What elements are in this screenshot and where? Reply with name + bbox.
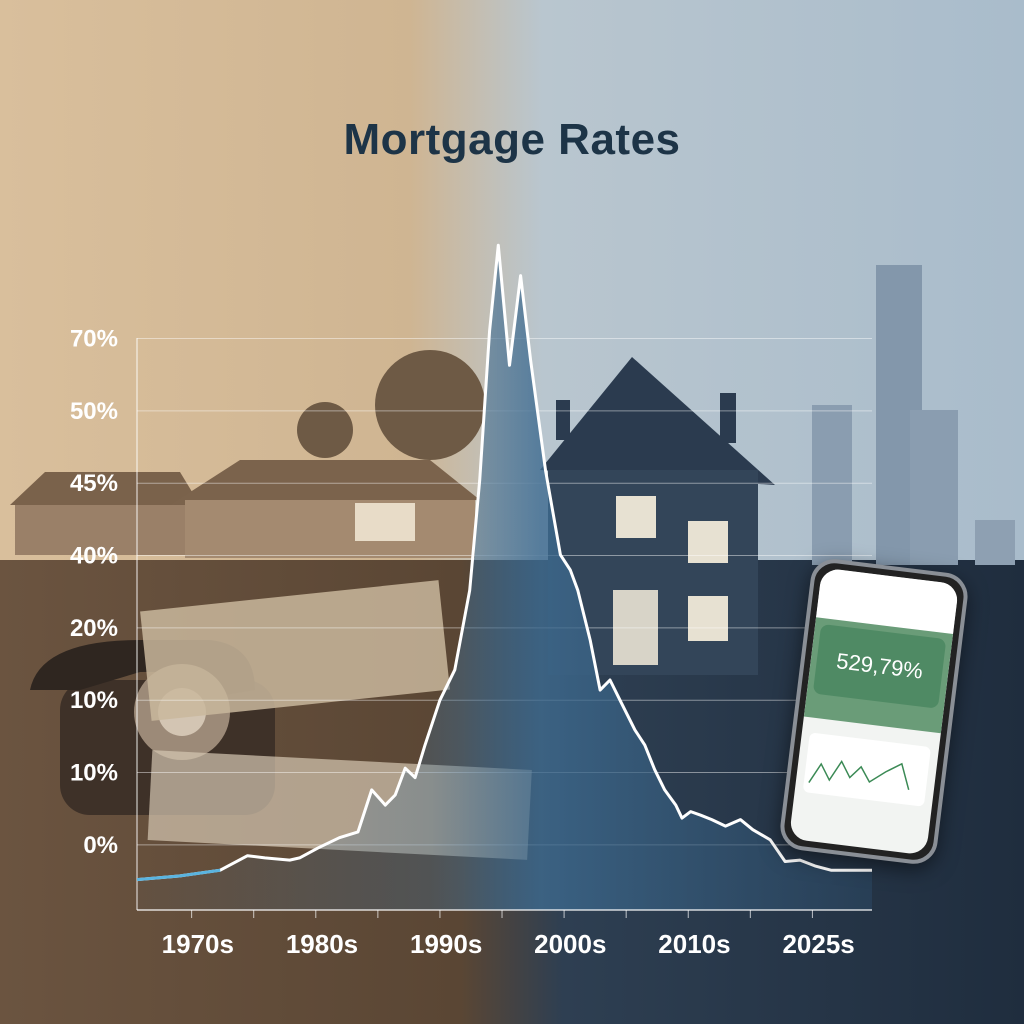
x-tick-label: 2025s	[782, 929, 854, 959]
y-tick-label: 10%	[70, 687, 118, 714]
tree	[375, 350, 485, 460]
chimney	[720, 393, 736, 443]
phone-mini-chart-line	[808, 759, 910, 791]
x-tick-label: 1970s	[162, 929, 234, 959]
y-tick-label: 70%	[70, 326, 118, 353]
modern-house-roof	[540, 357, 775, 485]
old-house-roof	[170, 460, 480, 505]
phone-screen: 529,79%	[788, 567, 960, 856]
smartphone: 529,79%	[777, 556, 971, 867]
phone-mini-chart	[802, 732, 932, 807]
chart-title: Mortgage Rates	[343, 115, 681, 164]
x-tick-label: 2000s	[534, 929, 606, 959]
rate-area	[137, 245, 872, 910]
y-tick-label: 40%	[70, 543, 118, 570]
modern-house-window	[616, 496, 656, 538]
y-tick-label: 10%	[70, 760, 118, 787]
skyscraper	[975, 520, 1015, 565]
rate-line-start	[136, 868, 221, 882]
x-tick-label: 1980s	[286, 929, 358, 959]
skyscraper	[812, 405, 852, 565]
y-tick-label: 0%	[83, 832, 118, 859]
modern-house-door	[613, 590, 658, 665]
skyscraper	[910, 410, 958, 565]
x-tick-label: 1990s	[410, 929, 482, 959]
old-house	[185, 500, 475, 558]
old-house-left	[15, 505, 195, 555]
modern-house-window	[688, 596, 728, 641]
old-house-roof-left	[10, 472, 200, 505]
y-tick-label: 20%	[70, 615, 118, 642]
y-tick-label: 50%	[70, 398, 118, 425]
money-bills	[140, 580, 450, 721]
x-tick-label: 2010s	[658, 929, 730, 959]
chimney	[556, 400, 570, 440]
tree	[297, 402, 353, 458]
old-house-window	[355, 503, 415, 541]
y-tick-label: 45%	[70, 470, 118, 497]
rate-line	[136, 243, 872, 882]
modern-house-window	[688, 521, 728, 563]
